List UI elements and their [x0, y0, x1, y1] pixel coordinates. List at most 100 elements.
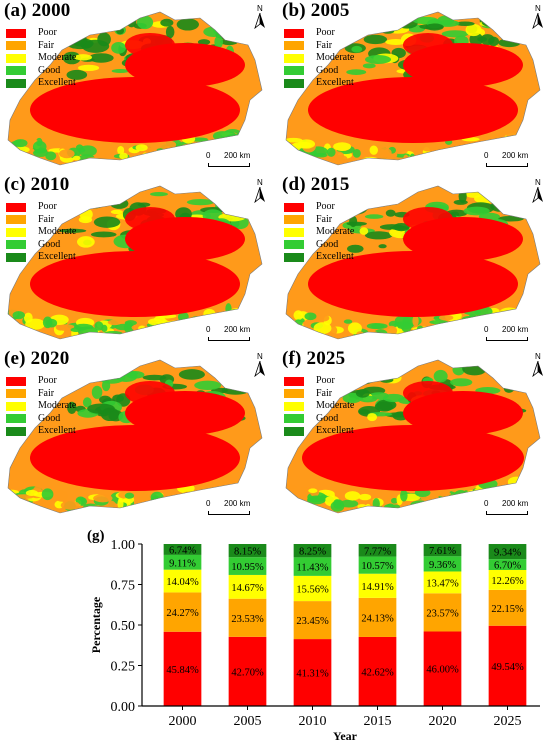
legend-swatch	[284, 66, 304, 75]
bar-segment	[293, 557, 332, 576]
y-tick-label: 0.00	[111, 700, 136, 715]
data-label: 45.84%	[166, 665, 199, 676]
north-arrow-icon: N	[532, 4, 546, 30]
data-label: 49.54%	[491, 662, 524, 673]
legend-label: Good	[38, 238, 61, 250]
legend-swatch	[6, 78, 26, 88]
legend-label: Poor	[316, 375, 335, 386]
bar-segment	[293, 544, 332, 558]
data-label: 42.70%	[231, 667, 264, 678]
legend-swatch	[6, 240, 26, 249]
bar-segment	[293, 639, 332, 706]
legend-label: Excellent	[316, 77, 354, 88]
legend-label: Fair	[38, 387, 55, 399]
legend-label: Fair	[38, 213, 55, 225]
legend-item: Excellent	[284, 425, 354, 437]
scale-bar: 0 200 km	[484, 151, 546, 173]
data-label: 42.62%	[361, 667, 394, 678]
map-legend: Poor Fair Moderate Good Excellent	[284, 201, 354, 264]
scale-line	[486, 163, 528, 167]
legend-swatch	[6, 389, 26, 398]
legend-item: Moderate	[6, 400, 76, 412]
map-panel-title: (a) 2000	[4, 0, 71, 21]
data-label: 7.61%	[429, 546, 456, 557]
map-panel-title: (e) 2020	[4, 348, 70, 369]
data-label: 9.11%	[169, 558, 196, 569]
legend-item: Good	[284, 413, 354, 425]
data-label: 24.13%	[361, 613, 394, 624]
chart-panel-label: (g)	[87, 528, 105, 544]
data-label: 14.91%	[361, 582, 394, 593]
bar-segment	[163, 592, 202, 632]
legend-swatch	[284, 28, 304, 38]
legend-label: Good	[38, 64, 61, 76]
y-tick-label: 1.00	[111, 538, 136, 553]
bar-segment	[423, 631, 462, 706]
legend-label: Moderate	[316, 226, 355, 237]
x-tick-label: 2015	[364, 714, 392, 729]
region-map	[7, 11, 263, 166]
data-label: 6.70%	[494, 561, 521, 572]
legend-item: Good	[284, 65, 354, 77]
stacked-bar-chart: (g) 45.84% 24.27% 14.04% 9.11% 6.74% 2000 42.70…	[80, 520, 550, 743]
legend-label: Poor	[316, 201, 335, 212]
north-label: N	[257, 352, 263, 361]
legend-item: Moderate	[284, 400, 354, 412]
data-label: 7.77%	[364, 546, 391, 557]
legend-label: Moderate	[38, 400, 77, 411]
legend-label: Poor	[38, 201, 57, 212]
region-map	[285, 185, 541, 340]
legend-item: Good	[6, 239, 76, 251]
map-panel: (c) 2010 Poor Fair Moderate Good Excellent N 0 2…	[0, 174, 272, 349]
data-label: 23.45%	[296, 616, 329, 627]
bar-segment	[228, 574, 267, 599]
scale-distance: 200 km	[224, 151, 251, 160]
bar-segment	[423, 543, 462, 557]
legend-item: Excellent	[284, 77, 354, 89]
north-label: N	[257, 4, 263, 13]
legend-swatch	[284, 41, 304, 50]
scale-line	[486, 511, 528, 515]
legend-label: Fair	[316, 213, 333, 225]
x-tick-label: 2020	[429, 714, 457, 729]
legend-label: Poor	[38, 375, 57, 386]
map-panel: (e) 2020 Poor Fair Moderate Good Excellent N 0 2…	[0, 348, 272, 523]
data-label: 46.00%	[426, 665, 459, 676]
bar-segment	[163, 554, 202, 570]
legend-label: Fair	[38, 39, 55, 51]
map-panel: (a) 2000 Poor Fair Moderate Good Excellent N 0 2…	[0, 0, 272, 175]
chart-svg: (g) 45.84% 24.27% 14.04% 9.11% 6.74% 2000 42.70…	[87, 528, 540, 743]
region-map	[7, 359, 263, 514]
legend-swatch	[6, 215, 26, 224]
map-panel: (b) 2005 Poor Fair Moderate Good Excellent N 0 2…	[278, 0, 550, 175]
data-label: 10.95%	[231, 562, 264, 573]
scale-line	[208, 163, 250, 167]
data-label: 9.34%	[494, 548, 521, 559]
y-tick-label: 0.50	[111, 619, 136, 634]
north-label: N	[535, 178, 541, 187]
legend-label: Excellent	[38, 77, 76, 88]
north-arrow-icon: N	[532, 352, 546, 378]
bar-segment	[488, 589, 527, 626]
legend-label: Good	[316, 64, 339, 76]
legend-item: Good	[6, 65, 76, 77]
legend-item: Moderate	[6, 226, 76, 238]
north-label: N	[257, 178, 263, 187]
north-arrow-icon: N	[532, 178, 546, 204]
legend-swatch	[284, 401, 304, 411]
bar-segment	[358, 636, 397, 706]
map-panel-title: (c) 2010	[4, 174, 70, 195]
scale-zero: 0	[206, 499, 211, 508]
legend-item: Fair	[6, 388, 76, 400]
legend-item: Excellent	[6, 77, 76, 89]
bar-segment	[293, 601, 332, 640]
region-map	[285, 11, 541, 166]
legend-swatch	[6, 202, 26, 212]
data-label: 8.15%	[234, 547, 261, 558]
y-tick-label: 0.75	[111, 579, 136, 594]
data-label: 13.47%	[426, 578, 459, 589]
y-tick-label: 0.25	[111, 660, 136, 675]
bar-segment	[423, 593, 462, 632]
data-label: 15.56%	[296, 584, 329, 595]
legend-item: Fair	[284, 388, 354, 400]
